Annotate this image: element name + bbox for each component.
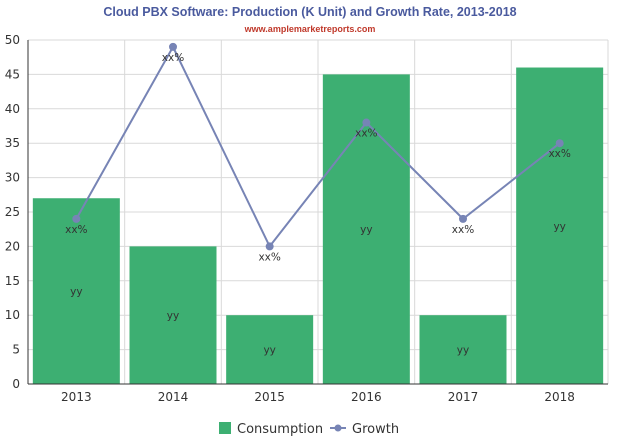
y-tick-label: 40: [5, 102, 20, 116]
y-tick-label: 30: [5, 171, 20, 185]
x-tick-label-2015: 2015: [254, 390, 285, 404]
growth-line: [75, 44, 561, 249]
bar-2014: [129, 246, 217, 384]
bar-data-label: yy: [263, 345, 275, 357]
bar-2013: [32, 198, 120, 384]
growth-data-label: xx%: [65, 224, 87, 236]
x-tick-label-2013: 2013: [61, 390, 92, 404]
legend-marker-growth: [334, 424, 342, 432]
growth-data-label: xx%: [355, 128, 377, 140]
legend-label-consumption: Consumption: [237, 422, 323, 437]
x-tick-label-2018: 2018: [544, 390, 575, 404]
chart-title: Cloud PBX Software: Production (K Unit) …: [103, 5, 516, 19]
y-tick-label: 25: [5, 205, 20, 219]
y-tick-label: 35: [5, 136, 20, 150]
x-tick-label-2017: 2017: [448, 390, 479, 404]
y-tick-label: 45: [5, 67, 20, 81]
y-tick-label: 0: [12, 377, 20, 391]
bar-2017: [419, 315, 507, 384]
axes: 0 5 10 15 20 25 30 35 40 45 50 2013 2014 2015 2016 2017…: [5, 33, 608, 404]
legend-swatch-consumption: [219, 422, 231, 434]
y-tick-label: 50: [5, 33, 20, 47]
legend: Consumption Growth: [219, 422, 399, 437]
growth-point-2018: [555, 139, 564, 148]
bar-2018: [516, 67, 604, 385]
growth-data-label: xx%: [162, 52, 184, 64]
bar-data-label: yy: [553, 221, 565, 233]
y-tick-label: 5: [12, 343, 20, 357]
growth-data-label: xx%: [258, 251, 280, 263]
growth-point-2013: [72, 214, 81, 223]
growth-point-2016: [362, 118, 371, 127]
bar-data-label: yy: [167, 310, 179, 322]
x-tick-label-2014: 2014: [158, 390, 189, 404]
growth-point-2014: [169, 42, 177, 51]
y-tick-label: 15: [5, 274, 20, 288]
bar-data-label: yy: [360, 224, 372, 236]
growth-data-label: xx%: [548, 148, 570, 160]
line-series: [72, 42, 564, 251]
y-tick-label: 20: [5, 239, 20, 253]
legend-label-growth: Growth: [352, 422, 399, 437]
bar-data-label: yy: [70, 286, 82, 298]
growth-point-2017: [459, 214, 467, 223]
y-tick-label: 10: [5, 308, 20, 322]
x-tick-label-2016: 2016: [351, 390, 382, 404]
chart-subtitle: www.amplemarketreports.com: [244, 24, 376, 34]
bar-series: [32, 67, 604, 385]
bar-2015: [226, 315, 314, 384]
data-labels: yy yy yy yy yy yy xx% xx% xx% xx% xx% xx%: [65, 52, 571, 357]
growth-point-2015: [265, 242, 274, 251]
bar-data-label: yy: [457, 345, 469, 357]
growth-data-label: xx%: [452, 224, 474, 236]
